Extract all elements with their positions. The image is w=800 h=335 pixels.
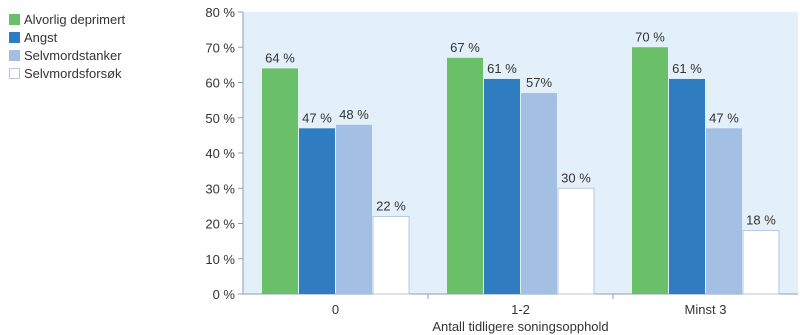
data-label: 61 % bbox=[487, 61, 517, 76]
bar bbox=[447, 57, 483, 295]
x-tick-label: 0 bbox=[332, 302, 339, 317]
x-tick-label: Minst 3 bbox=[685, 302, 727, 317]
data-label: 64 % bbox=[265, 50, 295, 65]
bar bbox=[262, 68, 298, 295]
data-label: 47 % bbox=[709, 110, 739, 125]
legend-item: Alvorlig deprimert bbox=[9, 10, 125, 28]
data-label: 22 % bbox=[376, 198, 406, 213]
y-tick-label: 20 % bbox=[205, 217, 235, 232]
data-label: 18 % bbox=[746, 213, 776, 228]
legend-label: Selvmordsforsøk bbox=[24, 65, 122, 81]
x-axis-title: Antall tidligere soningsopphold bbox=[432, 319, 608, 334]
bar bbox=[521, 93, 557, 294]
bar bbox=[632, 47, 668, 294]
data-label: 61 % bbox=[672, 61, 702, 76]
legend-item: Selvmordstanker bbox=[9, 46, 125, 64]
bar bbox=[742, 230, 780, 295]
y-tick-label: 80 % bbox=[205, 5, 235, 20]
y-tick-label: 30 % bbox=[205, 181, 235, 196]
bar bbox=[706, 128, 742, 294]
bar bbox=[336, 124, 372, 294]
y-tick-label: 0 % bbox=[213, 287, 236, 302]
data-label: 67 % bbox=[450, 40, 480, 55]
legend-swatch bbox=[9, 31, 20, 43]
legend-swatch bbox=[9, 67, 20, 79]
legend-item: Selvmordsforsøk bbox=[9, 64, 125, 82]
legend-item: Angst bbox=[9, 28, 125, 46]
legend-swatch bbox=[9, 13, 20, 25]
data-label: 57% bbox=[526, 75, 552, 90]
y-tick-label: 50 % bbox=[205, 111, 235, 126]
bar bbox=[372, 215, 410, 295]
data-label: 48 % bbox=[339, 107, 369, 122]
legend-swatch bbox=[9, 49, 20, 61]
bar bbox=[299, 128, 335, 294]
data-label: 70 % bbox=[635, 29, 665, 44]
legend: Alvorlig deprimert Angst Selvmordstanker Se… bbox=[9, 10, 125, 82]
legend-label: Selvmordstanker bbox=[24, 47, 122, 63]
plot-area bbox=[243, 12, 798, 294]
data-label: 47 % bbox=[302, 110, 332, 125]
x-tick-label: 1-2 bbox=[511, 302, 530, 317]
y-tick-label: 40 % bbox=[205, 146, 235, 161]
data-label: 30 % bbox=[561, 170, 591, 185]
bar bbox=[484, 78, 520, 294]
y-tick-label: 70 % bbox=[205, 40, 235, 55]
legend-label: Angst bbox=[24, 29, 58, 45]
bar bbox=[557, 187, 595, 295]
y-tick-label: 10 % bbox=[205, 252, 235, 267]
bar bbox=[669, 78, 705, 294]
y-tick-label: 60 % bbox=[205, 76, 235, 91]
legend-label: Alvorlig deprimert bbox=[24, 11, 126, 27]
